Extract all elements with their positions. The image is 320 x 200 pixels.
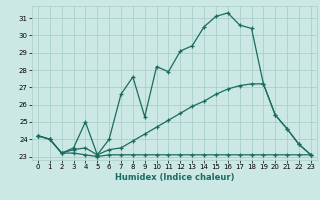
- X-axis label: Humidex (Indice chaleur): Humidex (Indice chaleur): [115, 173, 234, 182]
